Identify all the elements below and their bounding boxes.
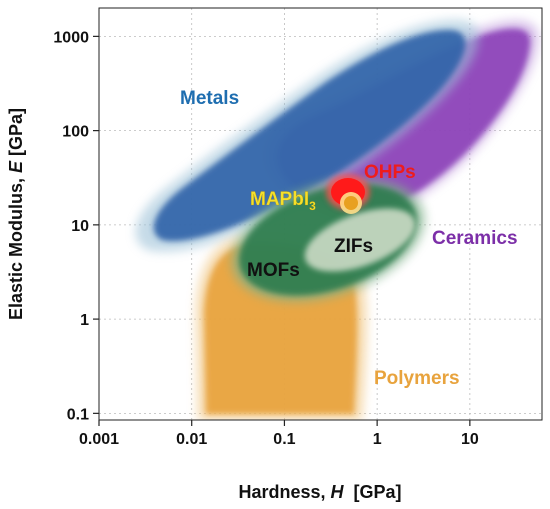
label-polymers: Polymers xyxy=(374,368,460,389)
y-axis: 0.1 1 10 100 1000 xyxy=(53,29,99,423)
y-tick-label: 1000 xyxy=(53,29,89,46)
label-metals: Metals xyxy=(180,88,239,109)
x-axis-title: Hardness, H [GPa] xyxy=(238,482,401,502)
region-mapbi3 xyxy=(340,192,362,214)
y-tick-label: 1 xyxy=(80,312,89,329)
label-zifs: ZIFs xyxy=(334,236,373,257)
x-axis: 0.001 0.01 0.1 1 10 xyxy=(79,420,479,448)
x-tick-label: 1 xyxy=(373,431,382,448)
region-metals-core xyxy=(153,29,466,242)
x-tick-label: 0.001 xyxy=(79,431,119,448)
regions xyxy=(135,19,539,420)
plot-frame xyxy=(98,7,543,421)
y-tick-label: 10 xyxy=(71,218,89,235)
x-tick-label: 10 xyxy=(461,431,479,448)
x-tick-label: 0.1 xyxy=(273,431,295,448)
y-tick-label: 0.1 xyxy=(67,406,89,423)
y-axis-title: Elastic Modulus, E [GPa] xyxy=(6,108,26,320)
label-mapbi3: MAPbI3 xyxy=(250,189,316,213)
y-tick-label: 100 xyxy=(62,124,89,141)
label-ceramics: Ceramics xyxy=(432,228,518,249)
plot-area xyxy=(98,7,543,421)
label-mofs: MOFs xyxy=(247,260,300,281)
region-metals xyxy=(135,19,479,252)
label-ohps: OHPs xyxy=(364,162,416,183)
x-tick-label: 0.01 xyxy=(176,431,207,448)
region-mapbi3-core xyxy=(344,196,358,210)
region-zifs xyxy=(304,208,416,272)
